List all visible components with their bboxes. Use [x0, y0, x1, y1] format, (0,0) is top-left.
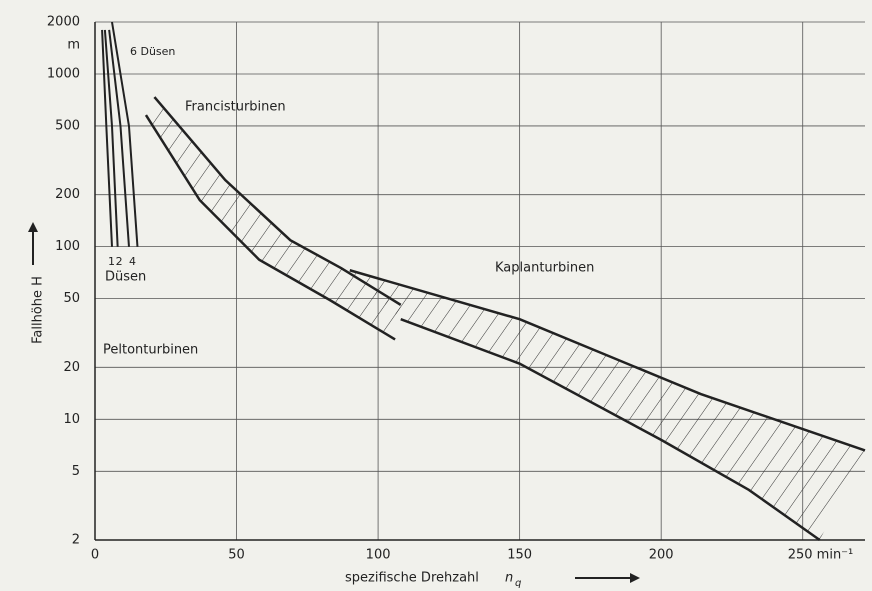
y-tick-label: 200 — [55, 187, 80, 202]
band-hatch — [145, 97, 401, 340]
annotation: Peltonturbinen — [103, 343, 198, 358]
y-tick-label: 50 — [63, 291, 80, 306]
line-label: 6 Düsen — [130, 45, 175, 58]
line-label: 4 — [129, 255, 136, 268]
y-tick-label: 100 — [55, 239, 80, 254]
y-tick-label: 2 — [72, 533, 80, 548]
band-label: Francisturbinen — [185, 100, 286, 115]
y-axis-label: Fallhöhe H — [31, 276, 46, 344]
x-tick-label: 50 — [228, 548, 245, 563]
y-arrow-head — [28, 222, 38, 232]
x-tick-label: 100 — [366, 548, 391, 563]
y-tick-label: 5 — [72, 464, 80, 479]
y-tick-label: 500 — [55, 118, 80, 133]
x-tick-label: 200 — [649, 548, 674, 563]
pelton-line — [103, 29, 119, 247]
line-label: 1 — [108, 255, 115, 268]
band-upper-boundary — [349, 269, 866, 452]
y-unit: m — [67, 38, 80, 53]
x-axis-symbol: n — [505, 571, 513, 586]
annotation: Düsen — [105, 270, 146, 285]
y-tick-label: 20 — [63, 360, 80, 375]
x-tick-label: 250 min⁻¹ — [788, 548, 854, 563]
y-tick-label: 10 — [63, 412, 80, 427]
band-lower-boundary — [400, 318, 821, 542]
band-lower-boundary — [144, 114, 396, 341]
x-tick-label: 0 — [91, 548, 99, 563]
band-hatch — [349, 270, 865, 540]
x-axis-subscript: q — [515, 578, 521, 589]
pelton-line — [108, 29, 130, 247]
x-arrow-head — [630, 573, 640, 583]
band-label: Kaplanturbinen — [495, 261, 594, 276]
line-label: 2 — [116, 255, 123, 268]
x-axis-label: spezifische Drehzahl — [345, 571, 479, 586]
x-tick-label: 150 — [507, 548, 532, 563]
pelton-line — [101, 29, 113, 247]
y-tick-label: 2000 — [47, 15, 80, 30]
pelton-line — [110, 21, 139, 247]
y-tick-label: 1000 — [47, 66, 80, 81]
